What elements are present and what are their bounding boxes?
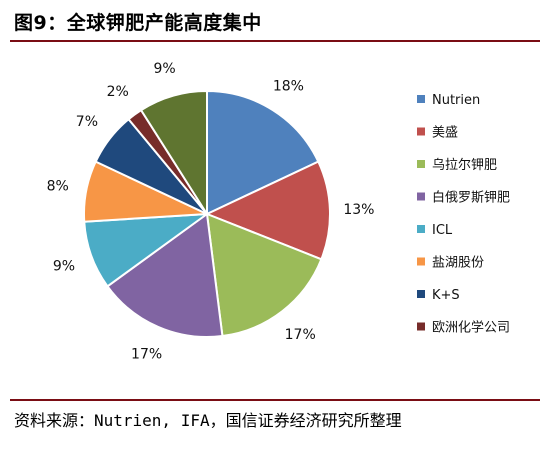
slice-percent-label: 9% <box>153 61 175 77</box>
legend-label: 白俄罗斯钾肥 <box>432 190 510 206</box>
figure-title: 图9：全球钾肥产能高度集中 <box>14 12 262 34</box>
slice-percent-label: 2% <box>107 84 129 100</box>
legend-label: Nutrien <box>432 93 480 108</box>
legend-label: 欧洲化学公司 <box>432 320 510 336</box>
slice-percent-label: 8% <box>47 179 69 195</box>
pie-chart: 18% 13% 17% 17% 9% 8% 7% 2% 9% Nutrien 美盛乌拉尔钾肥白俄罗… <box>47 61 510 363</box>
pie-slice-3 <box>205 212 323 338</box>
legend-swatch <box>417 322 425 331</box>
pie-slice-4 <box>106 212 224 338</box>
legend-swatch <box>417 95 425 103</box>
legend-label: 美盛 <box>432 126 458 141</box>
pie-slice-1 <box>206 89 320 216</box>
legend-label: 乌拉尔钾肥 <box>432 157 497 173</box>
slice-percent-label: 17% <box>285 327 316 343</box>
title-divider <box>10 40 540 42</box>
slice-percent-label: 17% <box>131 347 162 363</box>
slice-percent-label: 13% <box>343 202 374 218</box>
legend-label: ICL <box>432 223 453 238</box>
legend-swatch <box>417 127 425 136</box>
legend-swatch <box>417 225 425 233</box>
slice-percent-label: 7% <box>76 114 98 130</box>
slice-percent-label: 18% <box>273 79 304 95</box>
legend-swatch <box>417 290 425 298</box>
legend-label: 盐湖股份 <box>432 256 484 271</box>
pie-slice-2 <box>204 160 331 261</box>
slice-percent-label: 9% <box>53 259 75 275</box>
pie-slice-9 <box>139 89 208 218</box>
legend-label: K+S <box>432 288 460 303</box>
source-divider <box>10 399 540 401</box>
legend-swatch <box>417 257 425 266</box>
legend-swatch <box>417 192 425 201</box>
source-note: 资料来源：Nutrien, IFA，国信证券经济研究所整理 <box>14 411 402 430</box>
legend-swatch <box>417 160 425 168</box>
